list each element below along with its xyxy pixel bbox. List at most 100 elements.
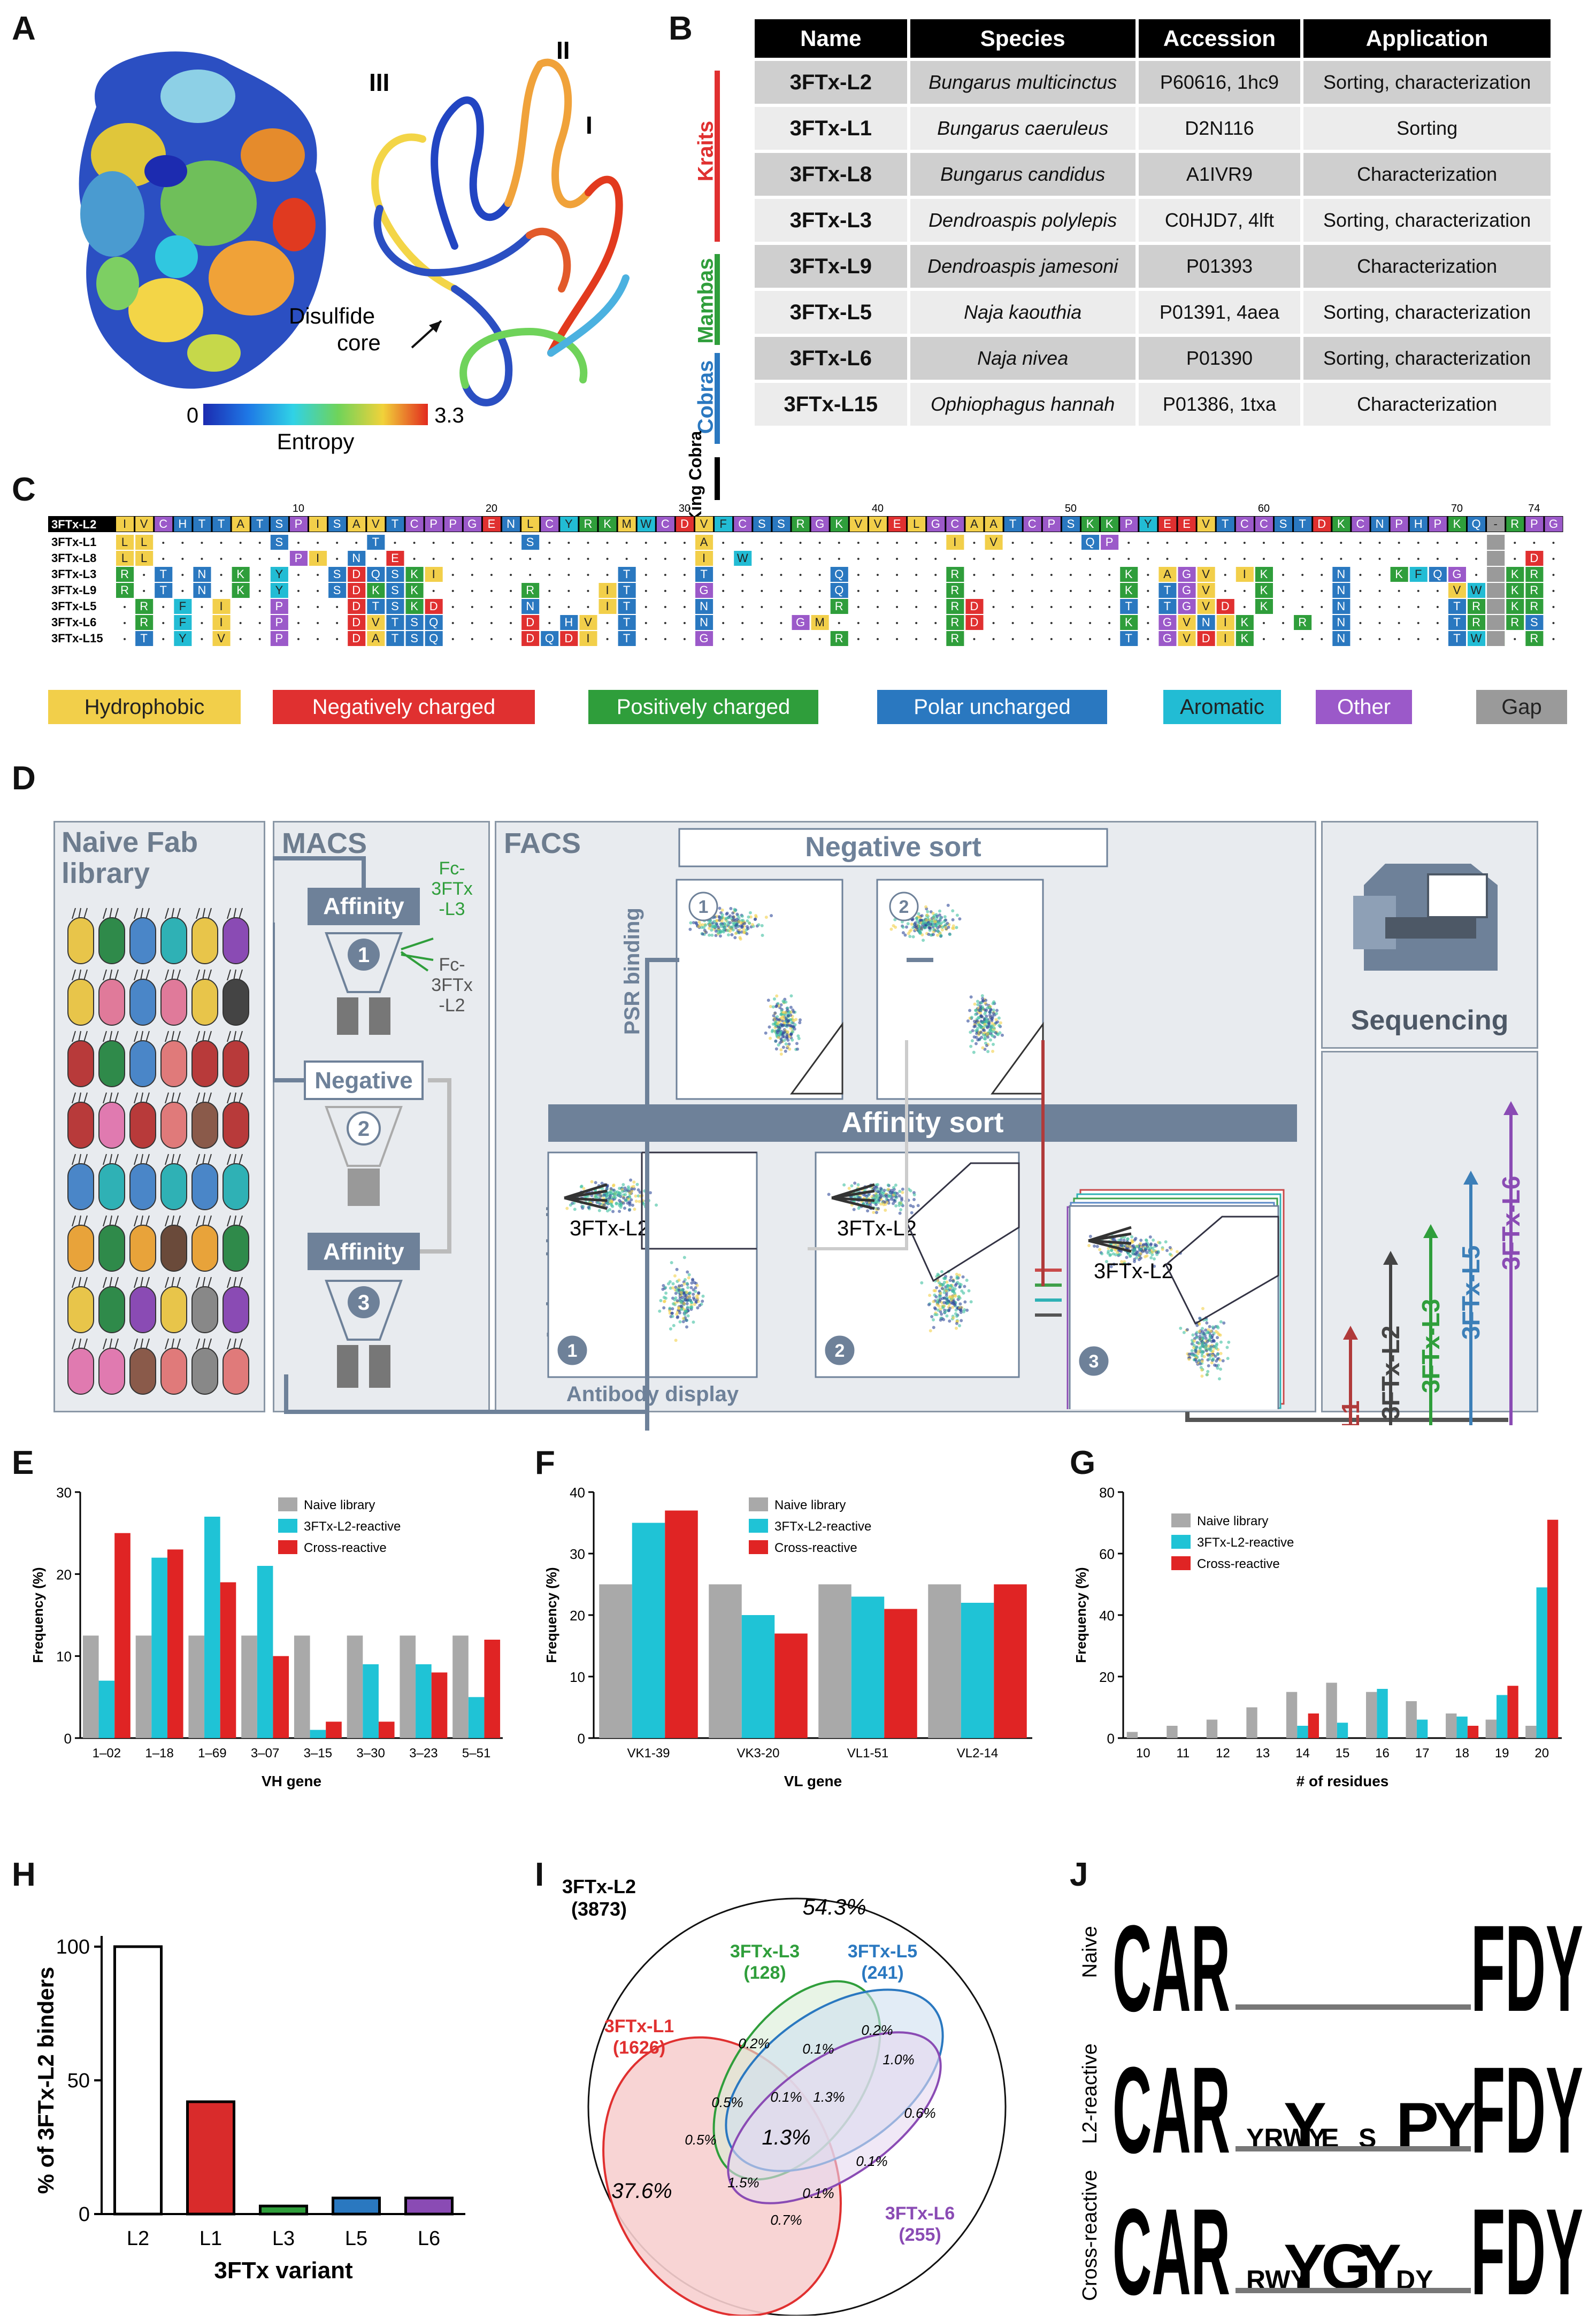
facs-dot bbox=[605, 1202, 609, 1205]
facs-dot bbox=[788, 1047, 792, 1051]
dot bbox=[548, 590, 551, 592]
king-cobra-bar bbox=[715, 457, 720, 500]
dot bbox=[1359, 542, 1362, 544]
facs-dot bbox=[778, 1033, 782, 1037]
facs-dot bbox=[786, 1020, 789, 1024]
facs-dot bbox=[622, 1196, 626, 1200]
dot bbox=[915, 590, 918, 592]
substitution-letter: N bbox=[700, 600, 708, 613]
dot bbox=[1108, 606, 1111, 608]
fab-arms bbox=[103, 1215, 119, 1227]
residue-24 bbox=[560, 517, 578, 532]
residue-27 bbox=[618, 517, 636, 532]
fab-cell bbox=[67, 1348, 94, 1395]
facs-dot bbox=[769, 1004, 772, 1008]
venn-pct-9: 1.3% bbox=[813, 2089, 845, 2105]
bar-3ftx-l2-reactive bbox=[1377, 1689, 1388, 1738]
y-axis-title: % of 3FTx-L2 binders bbox=[33, 1967, 58, 2194]
dot bbox=[317, 574, 319, 576]
substitution-letter: W bbox=[737, 551, 748, 565]
substitution bbox=[792, 615, 810, 630]
tick-50: 50 bbox=[1065, 503, 1077, 514]
facs-dot bbox=[746, 919, 749, 923]
residue-letter: N bbox=[507, 517, 515, 531]
facs-dot bbox=[666, 1282, 670, 1286]
bar-3ftx-l2-reactive bbox=[151, 1557, 167, 1738]
facs-dot bbox=[798, 1021, 802, 1025]
dot bbox=[1050, 590, 1053, 592]
dot bbox=[124, 606, 126, 608]
facs-dot bbox=[636, 1188, 640, 1192]
dot bbox=[1282, 606, 1285, 608]
dot bbox=[1224, 542, 1226, 544]
fab-arms bbox=[134, 1338, 150, 1350]
facs-dot bbox=[775, 994, 779, 998]
legend-swatch bbox=[1171, 1556, 1191, 1570]
facs-dot bbox=[750, 923, 754, 926]
substitution-letter: G bbox=[1452, 567, 1461, 581]
dot bbox=[162, 606, 165, 608]
cell-species: Bungarus caeruleus bbox=[910, 107, 1135, 150]
dot bbox=[529, 558, 532, 560]
dot bbox=[992, 558, 995, 560]
facs-dot bbox=[915, 917, 918, 920]
substitution-letter: V bbox=[1183, 616, 1191, 629]
substitution bbox=[135, 631, 154, 646]
dot bbox=[297, 638, 300, 640]
facs-dot bbox=[597, 1209, 601, 1212]
substitution bbox=[386, 551, 404, 566]
residue-46 bbox=[985, 517, 1003, 532]
dot bbox=[1552, 638, 1555, 640]
substitution-letter: K bbox=[1260, 583, 1268, 597]
residue-letter: P bbox=[1434, 517, 1442, 531]
facs-dot bbox=[972, 1050, 976, 1054]
substitution-letter: N bbox=[198, 567, 206, 581]
facs-dot bbox=[627, 1189, 631, 1193]
substitution bbox=[1197, 567, 1215, 582]
facs-dot bbox=[766, 998, 770, 1002]
logo-baseline bbox=[1236, 2004, 1471, 2010]
dot bbox=[587, 606, 589, 608]
facs-dot bbox=[789, 1005, 793, 1009]
substitution bbox=[734, 551, 752, 566]
facs-dot bbox=[978, 1024, 981, 1028]
fab-cell bbox=[67, 1040, 94, 1087]
facs-dot bbox=[983, 1012, 987, 1016]
negative-sort-box bbox=[678, 828, 1108, 867]
colorbar-min: 0 bbox=[187, 404, 198, 427]
substitution-letter: T bbox=[372, 535, 379, 549]
facs-dot bbox=[675, 1288, 679, 1292]
dot bbox=[1127, 542, 1130, 544]
bar-cross-reactive bbox=[484, 1640, 501, 1738]
dot bbox=[722, 558, 725, 560]
dot bbox=[1321, 590, 1323, 592]
substitution-letter: N bbox=[1337, 567, 1345, 581]
substitution bbox=[1178, 599, 1196, 614]
substitution bbox=[425, 615, 443, 630]
sequencer-icon bbox=[1353, 864, 1498, 971]
dot bbox=[876, 574, 879, 576]
dot bbox=[220, 574, 222, 576]
substitution-letter: T bbox=[623, 616, 630, 629]
dot bbox=[1301, 542, 1304, 544]
dot bbox=[799, 638, 802, 640]
venn-pct-6: 1.0% bbox=[883, 2051, 914, 2068]
flow-arrow-library bbox=[273, 856, 366, 888]
legend-text: Cross-reactive bbox=[774, 1541, 857, 1555]
x-tick-label: VL2-14 bbox=[957, 1746, 998, 1761]
facs-dot bbox=[782, 1017, 786, 1021]
substitution-letter: S bbox=[410, 632, 418, 645]
venn-pct-15: 0.7% bbox=[770, 2212, 802, 2228]
facs-dot bbox=[973, 1024, 977, 1028]
substitution bbox=[348, 615, 366, 630]
dot bbox=[490, 606, 493, 608]
substitution-letter: S bbox=[1530, 616, 1538, 629]
facs-dot bbox=[671, 1282, 675, 1286]
residue-letter: C bbox=[661, 517, 670, 531]
dot bbox=[1224, 590, 1226, 592]
venn-l6-count: (255) bbox=[899, 2225, 941, 2245]
dot bbox=[1050, 606, 1053, 608]
fab-arms bbox=[72, 908, 88, 919]
table-row: 3FTx-L15 Ophiophagus hannah P01386, 1txa Ch… bbox=[755, 383, 1551, 426]
